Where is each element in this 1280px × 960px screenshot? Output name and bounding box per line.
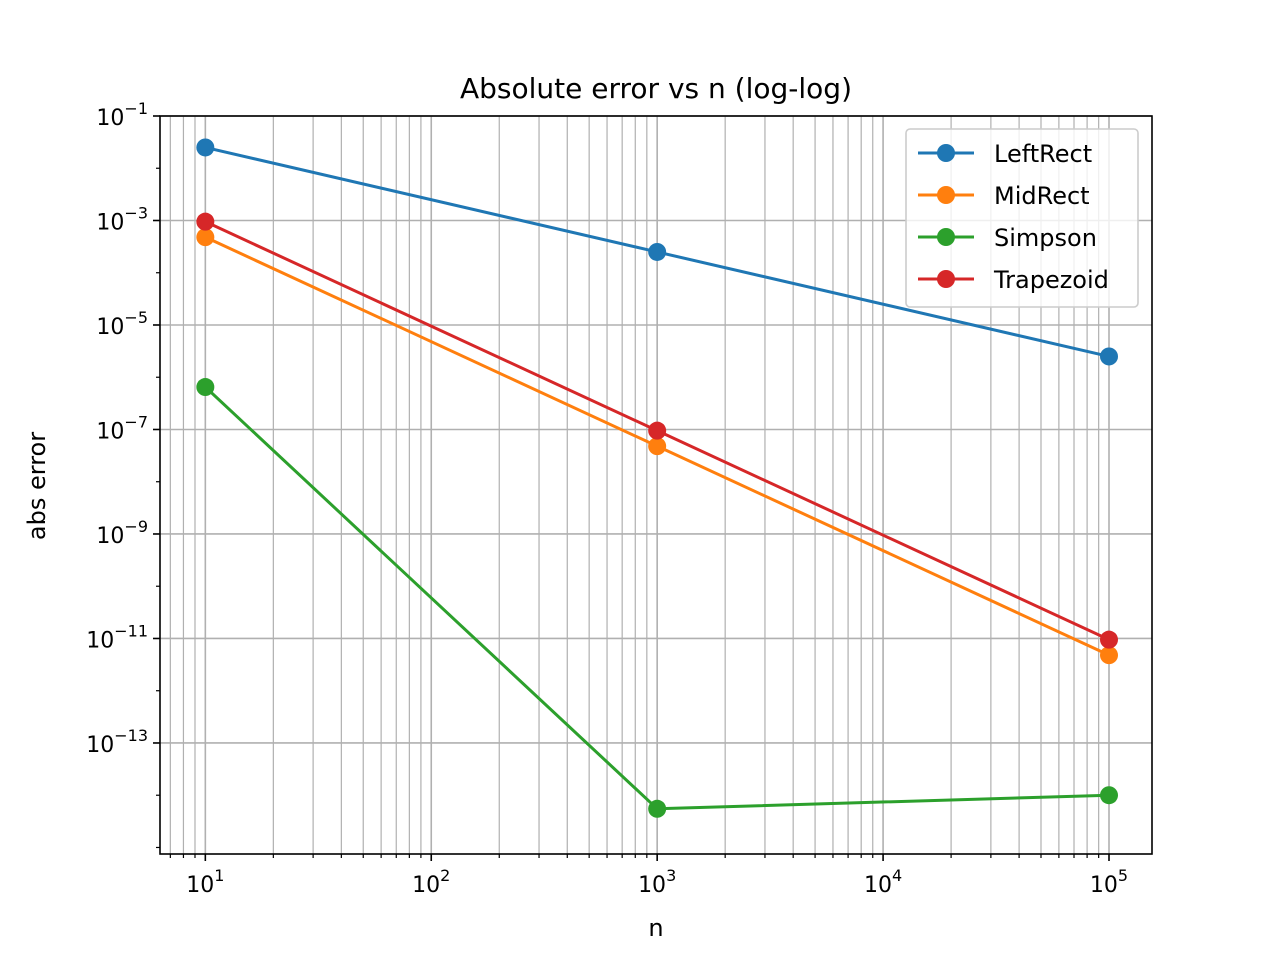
legend-label: LeftRect [994,140,1092,168]
legend-entry: LeftRect [918,140,1092,168]
x-axis-label: n [648,914,663,942]
legend-label: MidRect [994,182,1090,210]
legend-label: Trapezoid [993,266,1109,294]
axis-ticks [153,115,1110,861]
data-point-midrect [648,437,667,456]
y-axis-label: abs error [23,432,51,540]
legend-entry: Trapezoid [918,266,1109,294]
data-point-trapezoid [1100,630,1119,649]
data-point-midrect [1100,646,1119,665]
data-point-leftrect [648,242,667,261]
data-point-simpson [648,799,667,818]
legend-swatch-marker [937,228,955,246]
legend-swatch-marker [937,270,955,288]
legend-swatch-marker [937,144,955,162]
legend-box [905,128,1139,308]
data-point-simpson [196,378,215,397]
chart-title: Absolute error vs n (log-log) [460,72,852,105]
data-point-midrect [196,228,215,247]
grid-lines [160,115,1152,854]
legend-entry: Simpson [918,224,1097,252]
data-point-leftrect [196,138,215,157]
data-point-trapezoid [196,212,215,231]
legend-label: Simpson [994,224,1097,252]
data-point-trapezoid [648,421,667,440]
series-markers [196,138,1119,818]
legend-swatch-marker [937,186,955,204]
plot-frame [159,115,1153,855]
legend-entry: MidRect [918,182,1090,210]
legend: LeftRect MidRect Simpson Trapezoid [905,128,1139,308]
data-point-leftrect [1100,347,1119,366]
data-point-simpson [1100,786,1119,805]
